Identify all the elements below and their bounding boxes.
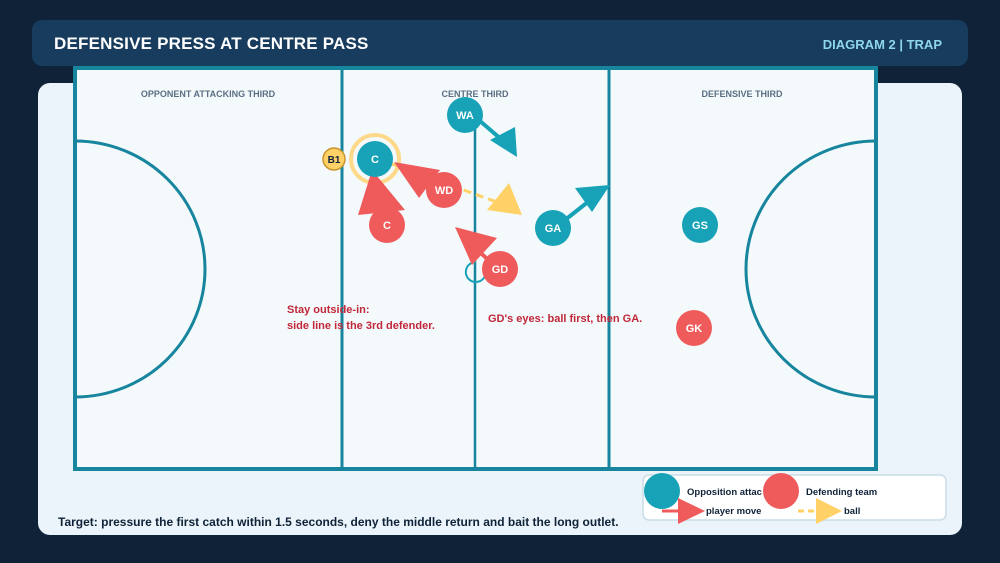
legend-opposition-swatch bbox=[644, 473, 680, 509]
diagram-tag: DIAGRAM 2 | TRAP bbox=[822, 37, 942, 52]
legend-opposition-label: Opposition attac bbox=[687, 487, 762, 498]
diagram-title: DEFENSIVE PRESS AT CENTRE PASS bbox=[54, 34, 369, 53]
ball-marker-b1: B1 bbox=[322, 147, 346, 171]
centre-circle-mark bbox=[464, 260, 486, 283]
legend-defending-label: Defending team bbox=[806, 487, 877, 498]
header-bar: DEFENSIVE PRESS AT CENTRE PASS DIAGRAM 2… bbox=[32, 20, 968, 66]
player-opposition-wa: WA bbox=[447, 97, 483, 133]
move-arrowhead-ga bbox=[575, 185, 610, 212]
legend-move-arrowhead bbox=[678, 498, 705, 524]
player-defending-wd: WD bbox=[426, 172, 462, 208]
note-gd-eyes: GD's eyes: ball first, then GA. bbox=[488, 313, 642, 325]
move-arrowhead-wa bbox=[490, 127, 517, 157]
zone-label-right: DEFENSIVE THIRD bbox=[701, 89, 783, 99]
legend-move-label: player move bbox=[706, 506, 761, 517]
player-opposition-c: C bbox=[357, 141, 393, 177]
goal-circle-right bbox=[744, 139, 877, 399]
legend: Opposition attac Defending team player m… bbox=[642, 473, 947, 524]
zone-label-centre: CENTRE THIRD bbox=[442, 89, 509, 99]
footer-target-note: Target: pressure the first catch within … bbox=[58, 515, 619, 529]
move-arrowhead-wd bbox=[394, 162, 440, 198]
legend-ball-arrowhead bbox=[816, 498, 842, 524]
goal-circle-left bbox=[74, 139, 207, 399]
player-defending-c: C bbox=[369, 207, 405, 243]
legend-ball-label: ball bbox=[844, 506, 860, 517]
player-defending-gd: GD bbox=[482, 251, 518, 287]
player-label: GS bbox=[692, 220, 708, 232]
player-label: WA bbox=[456, 110, 474, 122]
player-label: GA bbox=[545, 223, 562, 235]
note-outside-in: Stay outside-in: bbox=[287, 304, 370, 316]
player-label: GD bbox=[492, 264, 509, 276]
ball-pass-arrowhead bbox=[487, 183, 522, 215]
player-label: GK bbox=[686, 323, 703, 335]
player-label: WD bbox=[435, 185, 453, 197]
legend-defending-swatch bbox=[763, 473, 799, 509]
move-arrowhead-c-def bbox=[358, 170, 405, 215]
player-label: C bbox=[383, 220, 391, 232]
player-opposition-ga: GA bbox=[535, 210, 571, 246]
player-label: C bbox=[371, 154, 379, 166]
player-defending-gk: GK bbox=[676, 310, 712, 346]
note-sideline: side line is the 3rd defender. bbox=[287, 320, 435, 332]
player-opposition-gs: GS bbox=[682, 207, 718, 243]
zone-label-left: OPPONENT ATTACKING THIRD bbox=[141, 89, 276, 99]
ball-marker-label: B1 bbox=[328, 155, 341, 166]
move-arrowhead-gd bbox=[455, 227, 497, 265]
